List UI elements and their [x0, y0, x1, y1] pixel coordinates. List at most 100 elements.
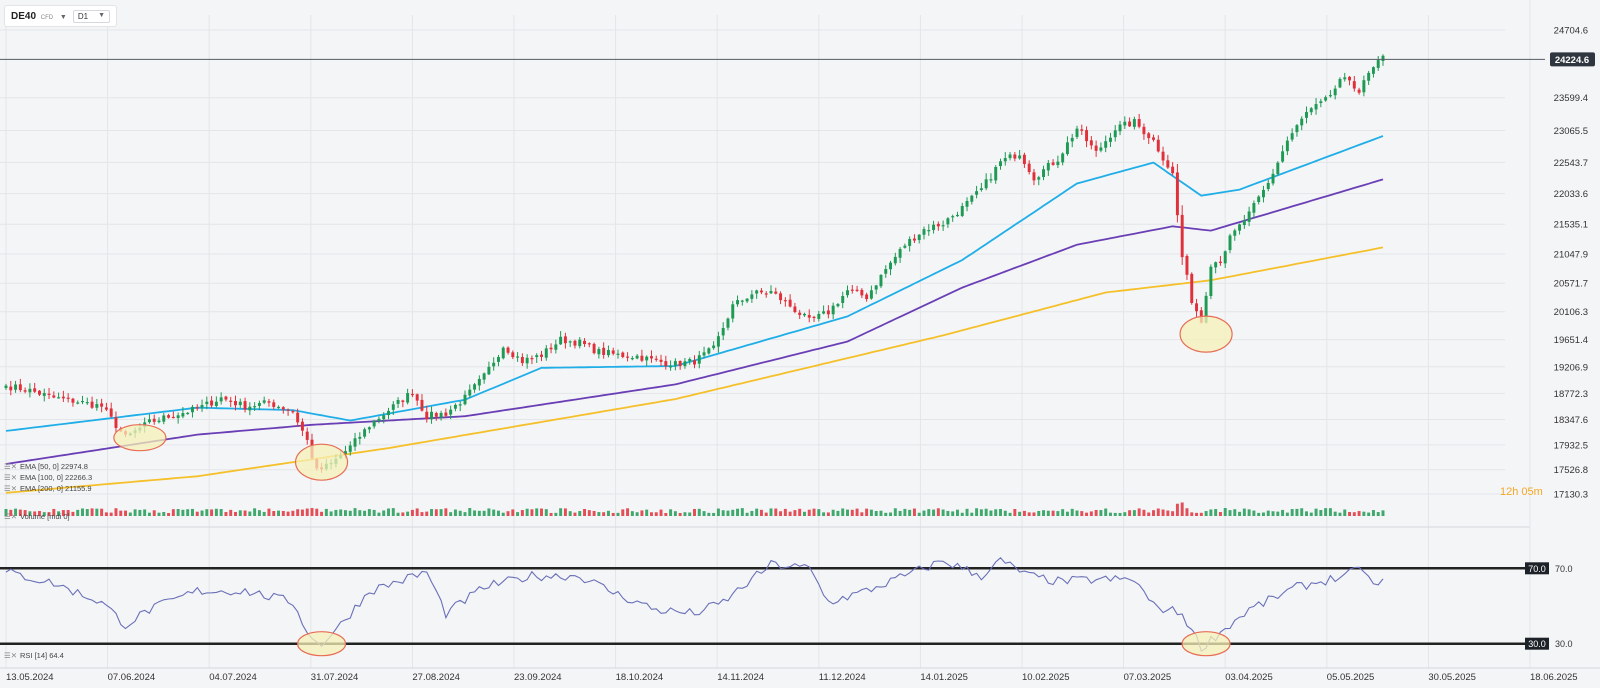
volume-bar — [592, 510, 596, 516]
candle-body — [100, 403, 104, 407]
volume-bar — [272, 511, 276, 516]
candle-body — [410, 393, 414, 396]
volume-bar — [315, 508, 319, 516]
candle-body — [229, 400, 233, 402]
candle-body — [343, 451, 347, 455]
rsi-legend[interactable]: ☰✕ RSI [14] 64.4 — [4, 651, 64, 660]
volume-bar — [989, 510, 993, 516]
candle-body — [1324, 97, 1328, 101]
candle-body — [114, 417, 118, 428]
candle-body — [1276, 162, 1280, 175]
candle-body — [759, 290, 763, 293]
volume-bar — [300, 509, 304, 516]
volume-bar — [1295, 508, 1299, 516]
volume-bar — [52, 508, 56, 516]
y-tick-label: 18347.6 — [1554, 415, 1588, 426]
candle-body — [415, 394, 419, 401]
candle-body — [611, 350, 615, 354]
volume-bar — [1132, 510, 1136, 516]
volume-bar — [621, 509, 625, 516]
ema50-legend[interactable]: ☰✕ EMA [50, 0] 22974.8 — [4, 462, 88, 471]
symbol-selector[interactable]: DE40 CFD ▼ — [11, 11, 67, 22]
candle-body — [104, 407, 108, 410]
candle-body — [200, 404, 204, 408]
candle-body — [903, 245, 907, 248]
settings-icon[interactable]: ☰✕ — [4, 512, 18, 521]
candle-body — [205, 401, 209, 405]
candle-body — [267, 401, 271, 403]
volume-bar — [530, 509, 534, 516]
candle-body — [836, 304, 840, 307]
volume-bar — [1195, 512, 1199, 516]
volume-bar — [1290, 509, 1294, 516]
settings-icon[interactable]: ☰✕ — [4, 484, 18, 493]
volume-bar — [248, 511, 252, 516]
volume-bar — [999, 508, 1002, 516]
candle-body — [501, 347, 505, 359]
settings-icon[interactable]: ☰✕ — [4, 473, 18, 482]
volume-legend[interactable]: ☰✕ Volume [mdi 0] — [4, 512, 70, 521]
candle-body — [14, 384, 18, 390]
timeframe-selector[interactable]: D1 ▼ — [72, 9, 111, 23]
volume-bar — [554, 512, 558, 516]
volume-bar — [305, 508, 309, 516]
candle-body — [855, 289, 859, 291]
ema200-legend[interactable]: ☰✕ EMA [200, 0] 21155.9 — [4, 484, 92, 493]
candle-body — [1214, 262, 1218, 268]
candle-body — [1290, 133, 1294, 140]
volume-bar — [1089, 511, 1093, 516]
candle-body — [511, 352, 515, 358]
candle-body — [439, 412, 443, 418]
ema200-label: EMA [200, 0] 21155.9 — [20, 484, 92, 493]
volume-bar — [984, 508, 988, 516]
candle-body — [932, 224, 936, 231]
volume-bar — [324, 508, 328, 516]
volume-bar — [583, 508, 587, 516]
candle-body — [975, 191, 979, 195]
candle-body — [171, 416, 175, 419]
volume-bar — [578, 511, 582, 516]
volume-bar — [764, 512, 768, 516]
volume-bar — [181, 509, 185, 516]
candle-body — [1089, 140, 1093, 146]
candle-body — [592, 343, 596, 354]
candle-body — [57, 397, 61, 399]
candle-body — [1376, 60, 1380, 68]
volume-bar — [1199, 512, 1203, 516]
rsi-line — [5, 557, 1384, 653]
settings-icon[interactable]: ☰✕ — [4, 651, 18, 660]
volume-bar — [1013, 509, 1017, 516]
candle-body — [1008, 154, 1012, 159]
volume-bar — [1362, 511, 1366, 516]
volume-bar — [563, 508, 567, 516]
candle-body — [157, 420, 161, 423]
volume-bar — [630, 511, 634, 516]
candle-body — [535, 355, 539, 358]
volume-bar — [559, 508, 563, 516]
x-tick-label: 05.05.2025 — [1327, 672, 1375, 683]
volume-bar — [415, 508, 419, 516]
volume-bar — [673, 511, 677, 516]
volume-bar — [994, 509, 998, 516]
ema100-legend[interactable]: ☰✕ EMA [100, 0] 22266.3 — [4, 473, 92, 482]
volume-bar — [788, 511, 792, 516]
volume-bar — [1252, 510, 1256, 516]
y-tick-label: 21047.9 — [1554, 250, 1588, 261]
volume-bar — [353, 508, 357, 516]
volume-bar — [1257, 512, 1261, 516]
candle-body — [1113, 130, 1117, 138]
volume-bar — [664, 512, 668, 516]
volume-bar — [281, 510, 285, 516]
volume-bar — [477, 510, 481, 516]
volume-bar — [1352, 512, 1356, 516]
volume-bar — [1003, 510, 1007, 516]
volume-bar — [387, 508, 390, 516]
volume-bar — [597, 512, 601, 516]
volume-bar — [109, 512, 113, 516]
settings-icon[interactable]: ☰✕ — [4, 462, 18, 471]
rsi-level-tag-text: 30.0 — [1528, 639, 1546, 649]
volume-bar — [936, 508, 940, 516]
candle-body — [1228, 235, 1232, 251]
x-tick-label: 13.05.2024 — [6, 672, 54, 683]
volume-bar — [1046, 510, 1050, 516]
